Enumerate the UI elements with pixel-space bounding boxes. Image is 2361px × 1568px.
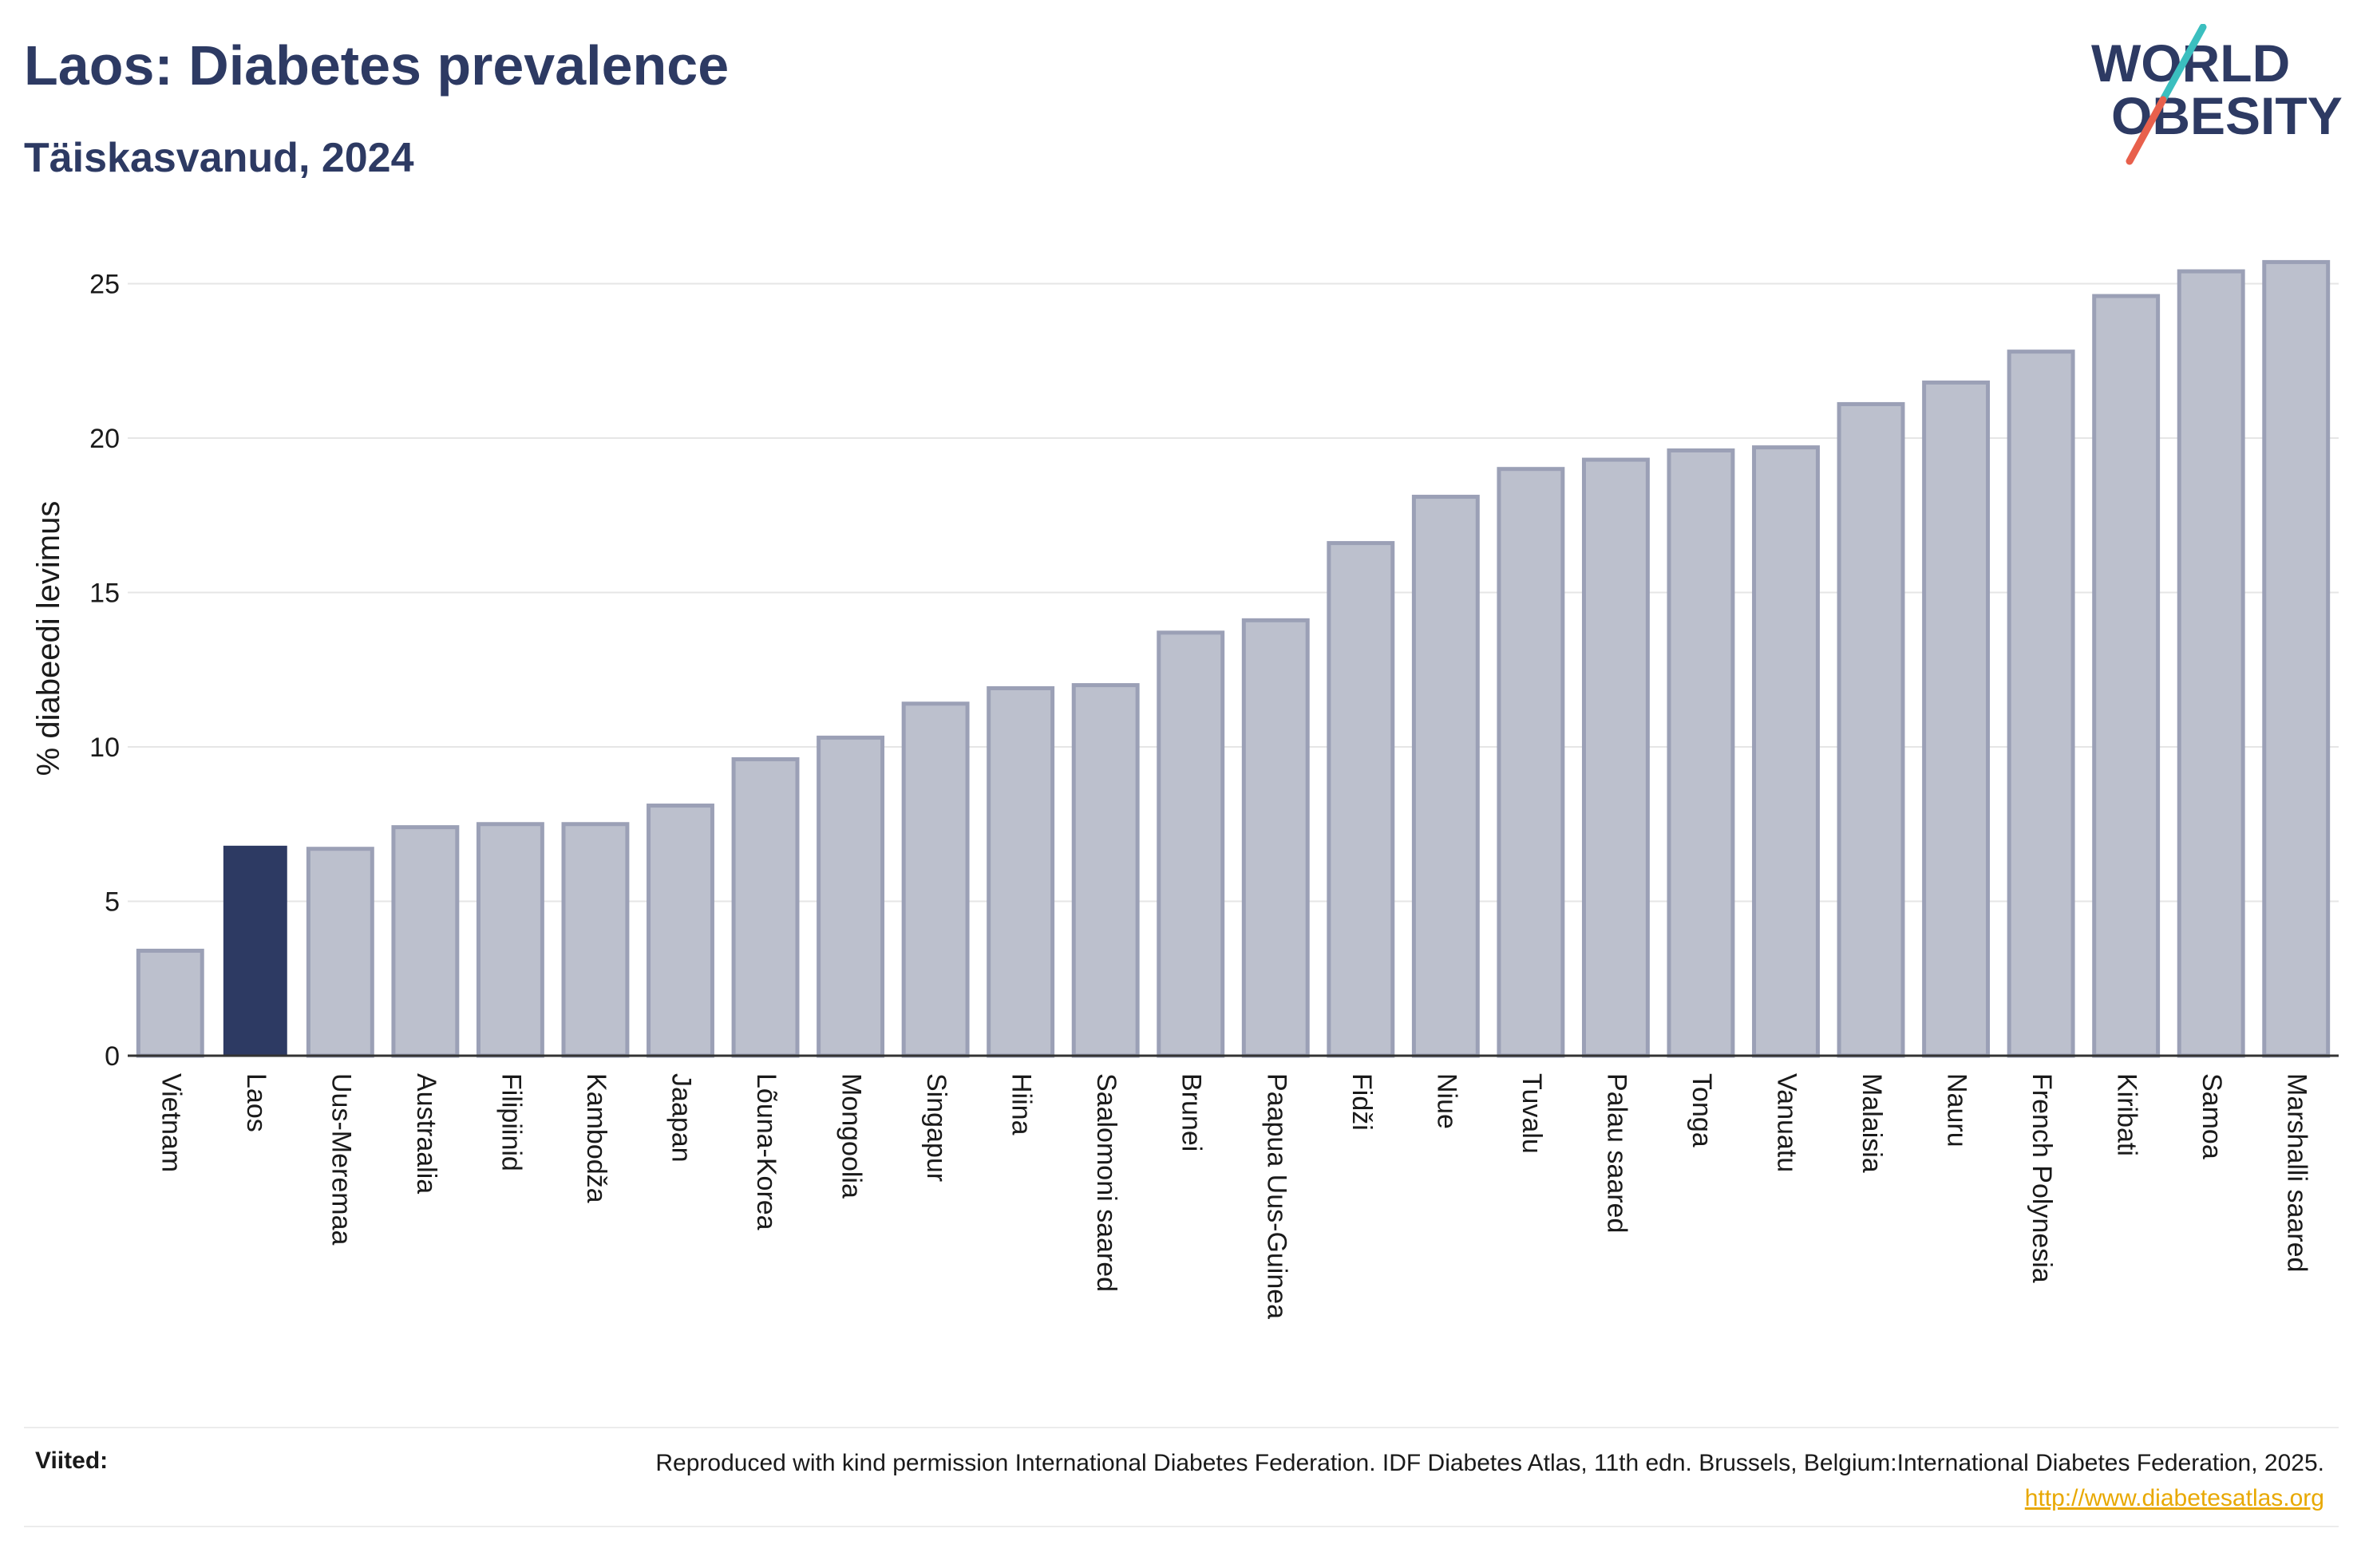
sources-link[interactable]: http://www.diabetesatlas.org	[2024, 1485, 2324, 1511]
bar-palau-saared	[1581, 457, 1650, 1058]
bar-kiribati	[2092, 294, 2161, 1058]
x-tick-label: Samoa	[2197, 1073, 2227, 1159]
x-tick-label: Kambodža	[581, 1073, 611, 1203]
x-tick-label: Paapua Uus-Guinea	[1261, 1073, 1291, 1319]
bar-tuvalu	[1497, 467, 1565, 1058]
bars	[136, 259, 2331, 1058]
x-tick-label: Hiina	[1006, 1073, 1037, 1136]
x-tick-label: Singapur	[921, 1073, 951, 1182]
bar-malaisia	[1837, 401, 1905, 1058]
x-tick-label: Fidži	[1347, 1073, 1377, 1131]
x-tick-label: Nauru	[1942, 1073, 1972, 1147]
bar-mongoolia	[817, 735, 885, 1058]
logo-slash-top	[2159, 24, 2207, 104]
logo-slash-bottom	[2126, 96, 2167, 165]
x-tick-label: Lõuna-Korea	[751, 1073, 781, 1230]
x-tick-label: Kiribati	[2112, 1073, 2142, 1156]
axes: 0 5 10 15 20 25 Vietnam Laos Uus-Meremaa Austraal…	[89, 270, 2339, 1319]
sources-text: Reproduced with kind permission Internat…	[655, 1450, 2324, 1476]
bar-saalomoni-saared	[1071, 683, 1140, 1058]
sources-text-block: Reproduced with kind permission Internat…	[568, 1446, 2324, 1516]
bar-brunei	[1157, 630, 1225, 1058]
bar-tonga	[1667, 448, 1735, 1058]
bar-l-una-korea	[731, 756, 800, 1058]
bar-fid-i	[1327, 541, 1395, 1058]
y-axis-label: % diabeedi levimus	[31, 501, 66, 776]
x-tick-label: Niue	[1431, 1073, 1461, 1129]
bar-kambod-a	[561, 822, 630, 1058]
x-tick-label: Malaisia	[1857, 1073, 1887, 1173]
bar-filipiinid	[476, 822, 544, 1058]
x-tick-label: Austraalia	[411, 1073, 441, 1194]
x-tick-label: French Polynesia	[2027, 1073, 2057, 1283]
x-tick-label: Mongoolia	[836, 1073, 867, 1199]
chart-subtitle: Täiskasvanud, 2024	[24, 135, 414, 181]
x-tick-label: Vanuatu	[1772, 1073, 1802, 1172]
bar-nauru	[1922, 380, 1991, 1058]
sources-label: Viited:	[35, 1448, 109, 1474]
y-tick-label: 5	[105, 887, 120, 918]
bar-hiina	[987, 685, 1055, 1058]
bar-singapur	[901, 701, 970, 1058]
bar-samoa	[2177, 269, 2245, 1058]
x-tick-label: Saalomoni saared	[1091, 1073, 1121, 1292]
x-tick-label: Brunei	[1177, 1073, 1207, 1151]
bar-vietnam	[136, 948, 204, 1058]
x-tick-label: Tuvalu	[1517, 1073, 1547, 1154]
bar-chart: 0 5 10 15 20 25 Vietnam Laos Uus-Meremaa Austraal…	[31, 259, 2339, 1319]
footer-divider-top	[24, 1427, 2339, 1428]
y-tick-label: 10	[89, 733, 120, 763]
y-tick-label: 15	[89, 579, 120, 609]
bar-vanuatu	[1752, 445, 1820, 1058]
x-tick-label: Uus-Meremaa	[326, 1073, 356, 1245]
bar-marshalli-saared	[2262, 259, 2331, 1058]
y-tick-label: 25	[89, 270, 120, 300]
x-tick-label: Palau saared	[1601, 1073, 1631, 1233]
logo-line2: OBESITY	[2111, 86, 2343, 145]
grid-lines	[128, 282, 2339, 902]
x-tick-label: Jaapan	[666, 1073, 697, 1163]
bar-austraalia	[391, 825, 460, 1058]
bar-jaapan	[647, 804, 714, 1058]
y-tick-label: 20	[89, 424, 120, 454]
bar-uus-meremaa	[306, 847, 374, 1058]
x-tick-label: Filipiinid	[496, 1073, 526, 1171]
bar-niue	[1411, 495, 1480, 1058]
chart-title: Laos: Diabetes prevalence	[24, 34, 730, 97]
y-tick-label: 0	[105, 1041, 120, 1072]
x-tick-label: Marshalli saared	[2282, 1073, 2312, 1272]
bar-paapua-uus-guinea	[1241, 618, 1310, 1058]
footer-divider-bottom	[24, 1526, 2339, 1527]
bar-french-polynesia	[2007, 350, 2075, 1058]
x-tick-label: Vietnam	[156, 1073, 186, 1172]
x-tick-label: Laos	[241, 1073, 271, 1132]
bar-laos	[223, 845, 287, 1056]
x-tick-label: Tonga	[1687, 1073, 1717, 1147]
world-obesity-logo: WORLD OBESITY	[2091, 24, 2343, 165]
